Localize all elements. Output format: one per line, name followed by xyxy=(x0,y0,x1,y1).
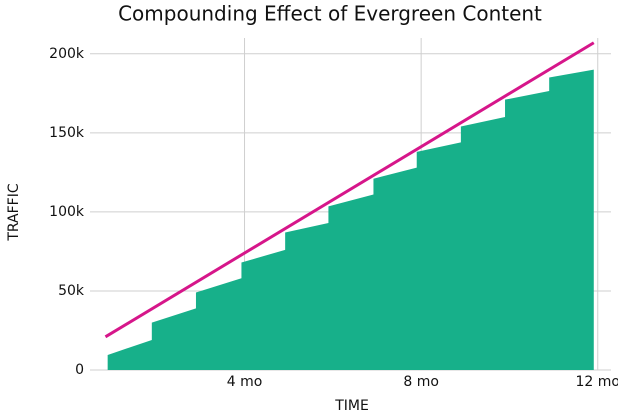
chart-title: Compounding Effect of Evergreen Content xyxy=(118,2,542,26)
x-tick-label: 8 mo xyxy=(403,374,439,390)
y-tick-label: 150k xyxy=(49,125,85,141)
line xyxy=(104,41,595,339)
x-tick-label: 12 mo xyxy=(576,374,618,390)
x-axis-label: TIME xyxy=(334,398,369,414)
y-tick-label: 0 xyxy=(75,362,84,378)
area xyxy=(107,69,594,370)
y-tick-label: 50k xyxy=(58,283,85,299)
x-tick-label: 4 mo xyxy=(227,374,263,390)
y-tick-label: 100k xyxy=(49,204,85,220)
y-axis-label: TRAFFIC xyxy=(6,183,22,242)
y-tick-label: 200k xyxy=(49,46,85,62)
